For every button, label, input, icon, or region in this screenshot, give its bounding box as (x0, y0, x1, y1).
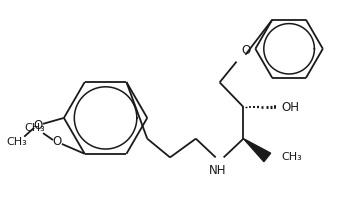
Text: O: O (52, 136, 61, 149)
Text: NH: NH (209, 164, 226, 177)
Text: CH₃: CH₃ (6, 137, 26, 147)
Text: O: O (241, 44, 251, 57)
Text: CH₃: CH₃ (281, 153, 302, 162)
Text: O: O (34, 119, 43, 132)
Text: CH₃: CH₃ (25, 123, 46, 133)
Polygon shape (244, 139, 271, 162)
Text: OH: OH (281, 101, 299, 114)
